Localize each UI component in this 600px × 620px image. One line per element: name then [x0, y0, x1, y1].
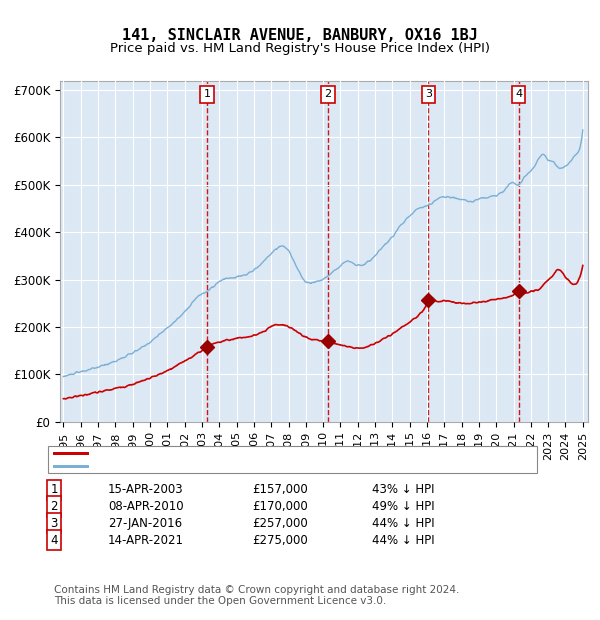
Text: 141, SINCLAIR AVENUE, BANBURY, OX16 1BJ: 141, SINCLAIR AVENUE, BANBURY, OX16 1BJ — [122, 28, 478, 43]
Text: 44% ↓ HPI: 44% ↓ HPI — [372, 517, 434, 529]
Text: 1: 1 — [203, 89, 211, 99]
Text: Price paid vs. HM Land Registry's House Price Index (HPI): Price paid vs. HM Land Registry's House … — [110, 42, 490, 55]
Text: 2: 2 — [50, 500, 58, 513]
Text: 141, SINCLAIR AVENUE, BANBURY, OX16 1BJ (detached house): 141, SINCLAIR AVENUE, BANBURY, OX16 1BJ … — [93, 446, 461, 459]
Text: HPI: Average price, detached house, Cherwell: HPI: Average price, detached house, Cher… — [93, 460, 363, 472]
Text: 14-APR-2021: 14-APR-2021 — [108, 534, 184, 546]
Text: £170,000: £170,000 — [252, 500, 308, 513]
Text: 44% ↓ HPI: 44% ↓ HPI — [372, 534, 434, 546]
Text: £257,000: £257,000 — [252, 517, 308, 529]
Text: Contains HM Land Registry data © Crown copyright and database right 2024.
This d: Contains HM Land Registry data © Crown c… — [54, 585, 460, 606]
Text: 49% ↓ HPI: 49% ↓ HPI — [372, 500, 434, 513]
Text: 2: 2 — [324, 89, 331, 99]
Text: £157,000: £157,000 — [252, 484, 308, 496]
Text: 27-JAN-2016: 27-JAN-2016 — [108, 517, 182, 529]
Text: 43% ↓ HPI: 43% ↓ HPI — [372, 484, 434, 496]
Text: 4: 4 — [515, 89, 522, 99]
Text: 1: 1 — [50, 484, 58, 496]
Text: £275,000: £275,000 — [252, 534, 308, 546]
Text: 4: 4 — [50, 534, 58, 546]
Text: 3: 3 — [50, 517, 58, 529]
Text: 15-APR-2003: 15-APR-2003 — [108, 484, 184, 496]
Text: 3: 3 — [425, 89, 432, 99]
Text: 08-APR-2010: 08-APR-2010 — [108, 500, 184, 513]
